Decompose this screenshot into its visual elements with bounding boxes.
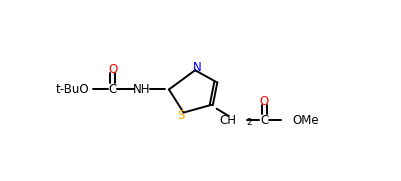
Text: O: O	[260, 95, 269, 108]
Text: t-BuO: t-BuO	[56, 83, 89, 96]
Text: NH: NH	[132, 83, 150, 96]
Text: O: O	[108, 63, 117, 76]
Text: OMe: OMe	[292, 114, 319, 127]
Text: C: C	[260, 114, 269, 127]
Text: C: C	[109, 83, 117, 96]
Text: S: S	[177, 109, 184, 122]
Text: 2: 2	[246, 118, 251, 127]
Text: N: N	[193, 61, 202, 74]
Text: CH: CH	[219, 114, 236, 127]
